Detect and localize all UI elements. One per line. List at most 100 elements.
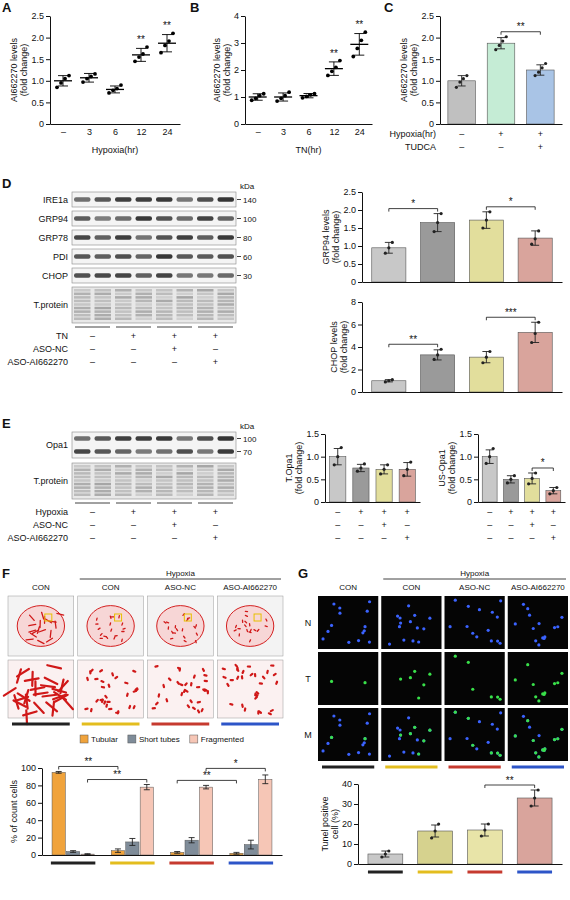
condition-label: ASO-NC: [33, 344, 69, 354]
tick-mark: [321, 457, 325, 458]
tick-mark: [358, 210, 362, 211]
nucleus: [498, 754, 501, 757]
total-protein-lane: [115, 300, 132, 303]
condition-value: +: [498, 129, 503, 139]
x-axis: –361224: [246, 125, 373, 138]
tick-mark: [358, 347, 362, 348]
band: [177, 216, 194, 220]
mitochondrion: [274, 674, 276, 675]
data-point: [530, 341, 533, 344]
tick: 1.0: [459, 452, 478, 462]
micrograph: [381, 708, 441, 761]
data-point: [458, 80, 461, 83]
tick-label: 1.0: [306, 452, 319, 462]
data-point: [363, 462, 366, 465]
tick-mark: [38, 803, 42, 804]
panel-letter: G: [298, 566, 308, 581]
condition-value: –: [90, 533, 95, 543]
tick: 3: [281, 127, 286, 137]
tick: 0.5: [31, 98, 50, 108]
condition-value: –: [131, 344, 136, 354]
nucleus: [332, 714, 335, 717]
condition-value: –: [172, 357, 177, 367]
tick: 0: [347, 859, 358, 869]
total-protein-lane: [177, 486, 194, 489]
mitochondrion: [113, 637, 115, 639]
mitochondrion: [45, 678, 58, 684]
mitochondrion: [236, 669, 239, 671]
mitochondrion: [223, 668, 225, 671]
marks: [372, 321, 552, 392]
tick-label: 2.5: [31, 11, 44, 21]
row-label: M: [304, 730, 312, 740]
data-point: [481, 361, 484, 364]
x-axis-line: [363, 392, 563, 393]
condition-label: ASO-AI662270: [7, 357, 68, 367]
tick-label: 2.0: [421, 33, 434, 43]
tick: 2: [234, 65, 245, 75]
blot-label: Opa1: [46, 440, 68, 450]
mitochondrion: [115, 677, 117, 678]
tick-mark: [241, 124, 245, 125]
condition-value: –: [90, 344, 95, 354]
tick: 1: [234, 92, 245, 102]
data-point: [530, 243, 533, 246]
data-point: [163, 43, 167, 47]
significance: **: [203, 770, 211, 781]
total-protein-lane: [95, 472, 112, 475]
legend: TubularShort tubesFragmented: [80, 735, 244, 744]
group-label: Hypoxia: [166, 569, 195, 578]
group-line: [80, 579, 281, 580]
mitochondrion: [230, 703, 232, 706]
chart: 00.51.01.5US-Opa1(fold change)–+++––+–––…: [437, 429, 565, 543]
significance: *: [411, 198, 415, 209]
tick-mark: [358, 370, 362, 371]
mitochondrion: [109, 708, 111, 710]
tick-label: 1.5: [421, 55, 434, 65]
tick-mark: [436, 124, 440, 125]
tick-label: 1.5: [306, 429, 319, 439]
tick-mark: [46, 124, 50, 125]
data-point: [555, 486, 558, 489]
mitochondrion: [169, 678, 170, 680]
total-protein-lane: [218, 479, 235, 482]
total-protein-lane: [156, 296, 173, 299]
band: [197, 254, 214, 258]
error-bar: [482, 352, 490, 363]
image-frame: [8, 660, 74, 718]
bar: [52, 772, 65, 855]
mitochondrion: [193, 708, 195, 709]
total-protein-lane: [177, 469, 194, 472]
y-axis-line: [362, 193, 363, 283]
data-point: [333, 463, 336, 466]
band: [74, 449, 91, 453]
condition-value: +: [538, 129, 543, 139]
nucleus: [522, 603, 525, 606]
mitochondrion: [241, 676, 244, 678]
tick-label: 40: [26, 816, 36, 826]
mitochondrion: [263, 677, 264, 679]
total-protein-lane: [95, 483, 112, 486]
tick-mark: [358, 264, 362, 265]
band: [177, 436, 194, 440]
tunel-signal: [399, 678, 402, 681]
data-point: [387, 379, 390, 382]
tick: 24: [355, 127, 365, 137]
tick-mark: [321, 479, 325, 480]
mitochondrion: [136, 688, 138, 689]
condition-value: +: [381, 520, 386, 530]
mw-tick: [237, 237, 241, 238]
mitochondrion: [196, 633, 197, 635]
tick-label: 1.0: [31, 76, 44, 86]
total-protein-lane: [74, 303, 91, 306]
tick-label: 0: [234, 119, 239, 129]
significance: *: [509, 196, 513, 207]
data-point: [355, 47, 359, 51]
mitochondrion: [245, 615, 247, 617]
mw-label: 70: [243, 448, 252, 457]
tick: 40: [26, 816, 42, 826]
band: [115, 216, 132, 220]
tick-label: 30: [342, 799, 352, 809]
total-protein-lane: [136, 310, 153, 313]
chart: 00.51.01.5T.Opa1(fold change)–+++––+––––…: [284, 429, 420, 543]
